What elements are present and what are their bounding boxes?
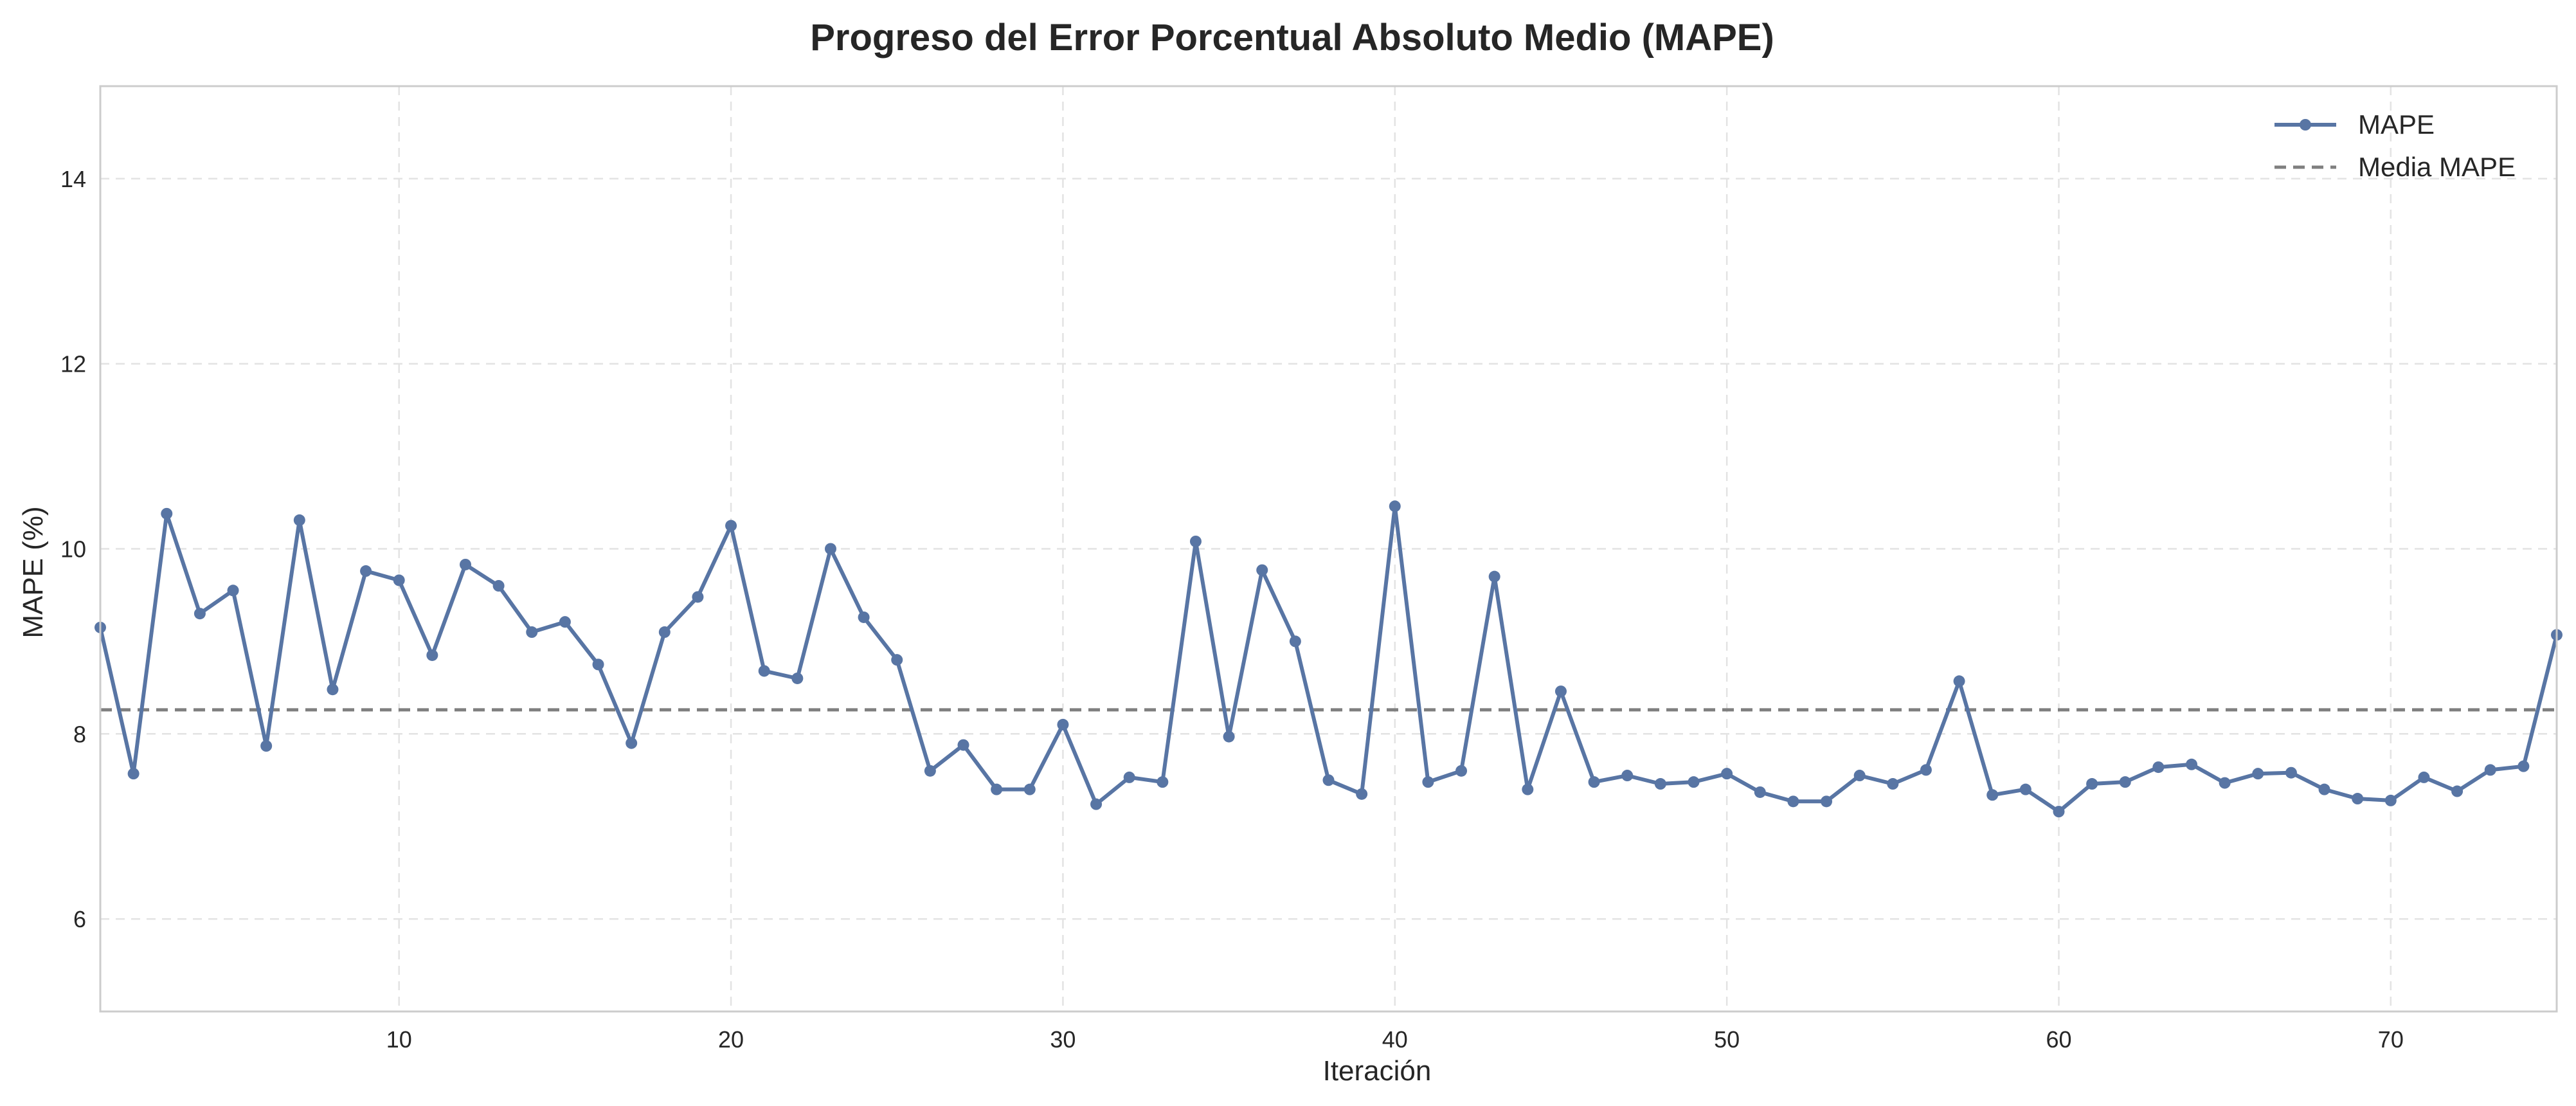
chart-title: Progreso del Error Porcentual Absoluto M…: [810, 17, 1774, 59]
x-tick-label: 10: [386, 1026, 412, 1053]
legend-mape-marker: [2300, 119, 2311, 131]
data-point: [891, 654, 903, 666]
data-point: [1455, 765, 1468, 777]
y-tick-label: 8: [73, 721, 86, 747]
data-point: [526, 626, 538, 639]
data-point: [227, 585, 239, 597]
data-point: [492, 580, 505, 592]
data-point: [1821, 795, 1833, 808]
data-point: [957, 739, 969, 751]
data-point: [127, 768, 140, 780]
y-tick-label: 10: [60, 536, 86, 563]
data-point: [858, 611, 870, 623]
data-point: [1090, 798, 1103, 810]
data-point: [991, 783, 1003, 795]
data-point: [327, 684, 339, 696]
data-point: [260, 740, 273, 752]
x-tick-label: 70: [2378, 1026, 2404, 1053]
data-point: [626, 737, 638, 749]
y-tick-labels: 6 8 10 12 14: [60, 166, 86, 932]
data-point: [2318, 783, 2330, 795]
data-point: [1688, 776, 1700, 788]
data-point: [1488, 570, 1500, 583]
data-point: [2517, 760, 2530, 772]
legend: MAPE Media MAPE: [2274, 109, 2516, 182]
data-point: [658, 626, 671, 639]
data-point: [1157, 776, 1169, 788]
data-point: [824, 543, 836, 555]
data-point: [1189, 535, 1202, 547]
data-point: [360, 565, 372, 577]
data-point: [2053, 806, 2065, 818]
data-point: [2252, 768, 2264, 780]
data-point: [2086, 778, 2098, 790]
data-point: [1289, 635, 1301, 648]
data-point: [2352, 793, 2364, 805]
data-point: [2384, 794, 2397, 806]
data-point: [1356, 788, 1368, 800]
data-point: [2285, 766, 2297, 779]
legend-label-mape: MAPE: [2358, 109, 2435, 140]
data-point: [1953, 675, 1965, 687]
x-tick-label: 40: [1382, 1026, 1408, 1053]
data-point: [393, 574, 405, 586]
data-point: [758, 665, 770, 677]
data-point: [2119, 776, 2131, 788]
data-point: [1986, 789, 1999, 801]
data-point: [2219, 777, 2231, 789]
data-point: [2418, 771, 2430, 783]
data-point: [725, 520, 737, 532]
data-point: [1057, 718, 1069, 730]
data-points: [95, 500, 2562, 818]
y-axis-label: MAPE (%): [17, 506, 49, 638]
data-point: [426, 649, 438, 661]
data-point: [1920, 764, 1932, 776]
data-point: [1787, 795, 1799, 808]
x-tick-label: 60: [2046, 1026, 2071, 1053]
y-tick-label: 14: [60, 166, 86, 192]
data-point: [592, 658, 604, 671]
data-point: [1522, 783, 1534, 795]
x-tick-label: 20: [718, 1026, 744, 1053]
data-point: [161, 507, 173, 520]
x-tick-label: 30: [1050, 1026, 1076, 1053]
data-point: [1654, 778, 1666, 790]
data-point: [293, 514, 305, 526]
grid-lines: [100, 86, 2557, 1011]
data-point: [1887, 778, 1899, 790]
data-point: [2019, 783, 2031, 795]
data-point: [1256, 564, 1268, 576]
data-point: [1422, 776, 1434, 788]
data-point: [924, 765, 936, 777]
data-point: [2484, 764, 2496, 776]
data-point: [1023, 783, 1036, 795]
data-point: [559, 616, 571, 628]
data-point: [1123, 771, 1135, 783]
data-point: [459, 558, 471, 570]
data-point: [2186, 758, 2198, 770]
x-tick-label: 50: [1714, 1026, 1740, 1053]
data-point: [2451, 785, 2463, 797]
y-tick-label: 12: [60, 351, 86, 377]
data-point: [2152, 761, 2165, 774]
data-point: [194, 608, 206, 620]
y-tick-label: 6: [73, 906, 86, 932]
data-point: [1754, 786, 1766, 798]
x-axis-label: Iteración: [1323, 1055, 1432, 1087]
data-point: [1621, 770, 1634, 782]
data-point: [1588, 776, 1600, 788]
data-point: [1389, 500, 1401, 512]
data-point: [692, 591, 704, 603]
data-point: [791, 672, 804, 684]
data-point: [1721, 768, 1733, 780]
data-point: [1853, 770, 1866, 782]
data-point: [1554, 685, 1567, 698]
data-point: [1223, 730, 1235, 743]
data-point: [1322, 774, 1335, 786]
x-tick-labels: 10 20 30 40 50 60 70: [386, 1026, 2404, 1053]
legend-label-mean: Media MAPE: [2358, 152, 2516, 182]
plot-frame: [99, 85, 2558, 1013]
